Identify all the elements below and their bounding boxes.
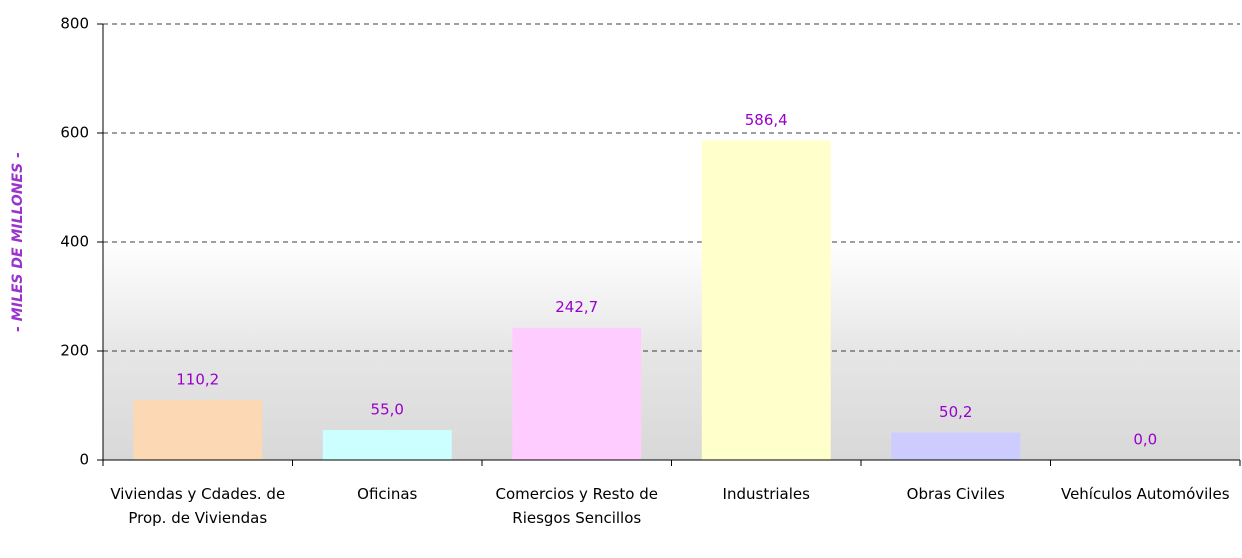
y-tick-label: 600 xyxy=(60,124,89,142)
bar xyxy=(701,140,831,461)
value-label: 0,0 xyxy=(1133,431,1157,449)
y-axis-label: - MILES DE MILLONES - xyxy=(10,152,26,332)
x-tick-label: Comercios y Resto de Riesgos Sencillos xyxy=(495,485,659,527)
value-label: 110,2 xyxy=(176,370,219,388)
x-tick-label: Vehículos Automóviles xyxy=(1060,485,1230,503)
value-label: 242,7 xyxy=(555,298,598,316)
bar xyxy=(891,432,1021,460)
x-tick-label: Obras Civiles xyxy=(906,485,1005,503)
x-tick-label: Viviendas y Cdades. de Prop. de Vivienda… xyxy=(110,485,286,527)
value-label: 50,2 xyxy=(939,403,972,421)
y-tick-label: 200 xyxy=(60,342,89,360)
x-tick-label: Oficinas xyxy=(357,485,418,503)
x-tick-label: Industriales xyxy=(722,485,810,503)
value-label: 55,0 xyxy=(371,401,404,419)
bar xyxy=(133,399,263,460)
bar xyxy=(322,430,452,460)
y-tick-label: 0 xyxy=(79,451,89,469)
bar xyxy=(512,327,642,460)
value-label: 586,4 xyxy=(745,111,788,129)
y-tick-label: 800 xyxy=(60,15,89,33)
y-tick-label: 400 xyxy=(60,233,89,251)
